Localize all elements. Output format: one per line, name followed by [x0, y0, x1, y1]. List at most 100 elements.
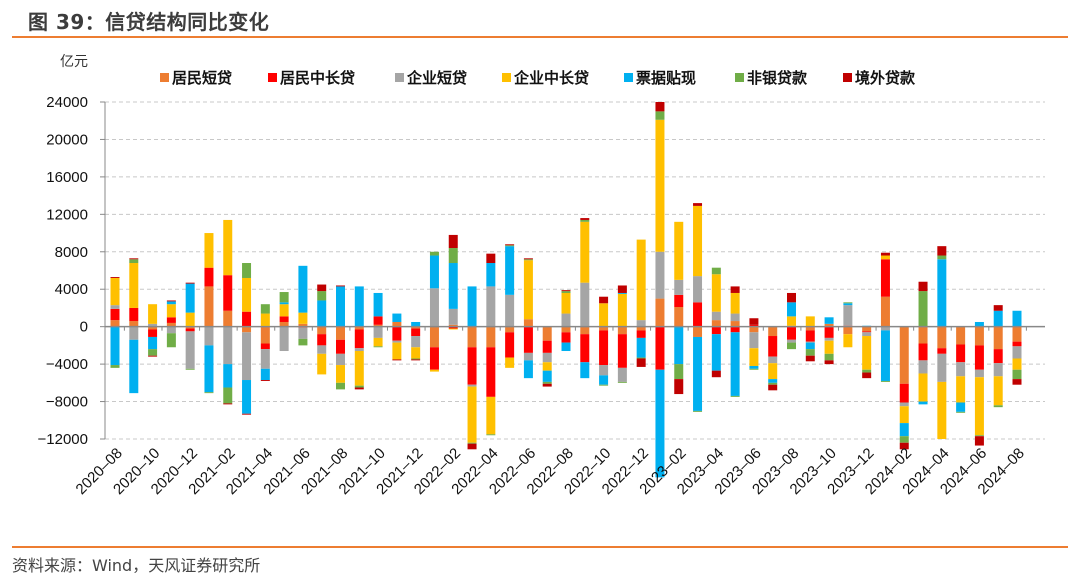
bar-segment — [523, 259, 533, 261]
bar-segment — [711, 326, 721, 335]
bar-segment — [787, 292, 796, 303]
bar-segment — [843, 302, 853, 304]
bar-stack-2024-02 — [899, 326, 909, 450]
bar-segment — [937, 255, 947, 260]
bar-segment — [674, 307, 684, 327]
y-tick-label: 16000 — [46, 169, 88, 186]
bar-segment — [636, 239, 646, 321]
bar-segment — [542, 370, 552, 382]
bar-segment — [974, 345, 984, 370]
legend-item: 票据贴现 — [624, 69, 696, 87]
bar-stack-2024-08 — [1012, 310, 1022, 385]
bar-segment — [204, 286, 214, 327]
legend-label: 境外贷款 — [855, 69, 916, 87]
bar-segment — [599, 326, 609, 331]
bar-segment — [411, 359, 421, 361]
bar-segment — [655, 369, 665, 478]
bar-segment — [486, 326, 496, 348]
bar-segment — [166, 322, 176, 327]
bar-segment — [260, 349, 270, 369]
bar-segment — [148, 323, 158, 327]
bar-segment — [148, 336, 158, 350]
bar-segment — [993, 349, 1003, 364]
bar-segment — [373, 316, 383, 325]
bar-segment — [505, 244, 515, 246]
bar-segment — [880, 259, 890, 297]
bar-segment — [129, 326, 139, 340]
bar-segment — [561, 326, 571, 333]
bar-segment — [918, 360, 928, 374]
bar-segment — [993, 326, 1003, 350]
bar-stack-2023-12 — [862, 325, 872, 379]
bar-segment — [166, 333, 176, 348]
bar-segment — [185, 331, 195, 369]
bar-segment — [279, 321, 289, 327]
bar-segment — [129, 259, 139, 264]
bar-segment — [242, 311, 252, 327]
bar-segment — [429, 347, 439, 370]
y-tick-label: 12000 — [46, 206, 88, 223]
bar-segment — [655, 102, 665, 112]
legend-item: 企业短贷 — [395, 69, 467, 87]
bar-stack-2022-04 — [486, 253, 496, 436]
bar-segment — [242, 263, 252, 278]
bar-segment — [373, 292, 383, 317]
bar-segment — [768, 336, 778, 357]
bar-segment — [730, 292, 740, 314]
bar-segment — [655, 111, 665, 120]
bar-segment — [373, 337, 383, 347]
bar-segment — [899, 383, 909, 403]
bar-segment — [711, 267, 721, 275]
bar-segment — [429, 326, 439, 348]
bar-segment — [749, 332, 759, 349]
bar-segment — [749, 368, 759, 370]
legend-swatch — [395, 73, 404, 82]
bar-segment — [1012, 310, 1022, 327]
bar-stack-2021-10 — [373, 292, 383, 348]
bar-segment — [956, 402, 966, 412]
bar-segment — [242, 380, 252, 414]
bar-stack-2020-08 — [110, 277, 120, 368]
bar-segment — [373, 324, 383, 327]
bar-segment — [1012, 379, 1022, 385]
bar-segment — [918, 291, 928, 327]
legend-label: 居民短贷 — [172, 69, 232, 87]
legend-label: 非银贷款 — [747, 69, 808, 87]
bar-segment — [787, 326, 796, 340]
bar-stack-2024-05 — [956, 326, 966, 413]
bar-segment — [636, 357, 646, 359]
bar-segment — [1012, 341, 1022, 347]
bar-segment — [411, 321, 421, 327]
bar-segment — [110, 305, 120, 309]
bar-segment — [993, 376, 1003, 406]
bar-segment — [693, 205, 703, 277]
bar-stack-2024-06 — [974, 321, 984, 446]
bar-stack-2023-08 — [787, 292, 796, 350]
legend: 居民短贷 居民中长贷 企业短贷 企业中长贷 票据贴现 非银贷款 境外贷款 — [160, 69, 916, 87]
y-tick-label: 24000 — [46, 94, 88, 111]
y-tick-label: −12000 — [38, 431, 88, 448]
bar-segment — [204, 326, 214, 346]
bar-segment — [223, 387, 233, 404]
bar-segment — [899, 406, 909, 424]
bar-segment — [787, 342, 796, 350]
bar-stack-2022-12 — [636, 239, 646, 367]
bar-segment — [730, 286, 740, 293]
bar-stack-2021-04 — [260, 304, 270, 381]
bar-segment — [636, 337, 646, 358]
bar-stack-2022-02 — [448, 234, 458, 330]
bar-segment — [636, 326, 646, 331]
bar-segment — [354, 326, 364, 330]
legend-label: 票据贴现 — [636, 69, 696, 87]
bar-segment — [317, 345, 327, 354]
bar-stack-2022-03 — [467, 286, 477, 450]
bar-segment — [317, 300, 327, 327]
bar-segment — [768, 326, 778, 337]
bar-stack-2021-02 — [223, 219, 233, 405]
bar-segment — [260, 380, 270, 381]
bar-segment — [1012, 369, 1022, 380]
bar-segment — [242, 326, 252, 333]
bar-segment — [467, 286, 477, 327]
bar-segment — [336, 285, 345, 287]
bar-segment — [824, 317, 834, 324]
